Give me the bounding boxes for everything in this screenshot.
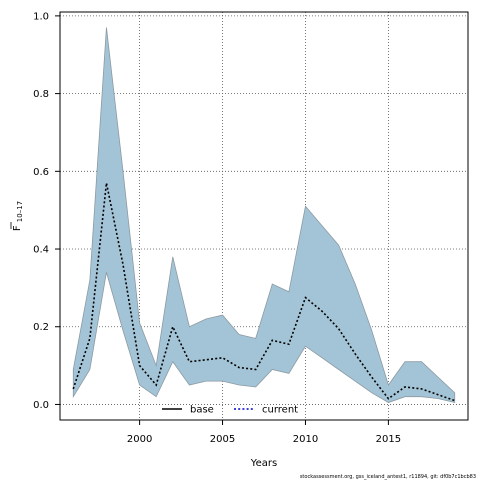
- svg-text:F 10–17: F 10–17: [12, 201, 24, 231]
- y-tick-label-0.8: 0.8: [33, 89, 49, 100]
- x-tick-label-2015: 2015: [376, 434, 401, 445]
- plot-frame: [59, 11, 469, 421]
- x-tick-label-2005: 2005: [210, 434, 235, 445]
- x-tick-label-2000: 2000: [127, 434, 152, 445]
- legend: base current: [162, 405, 298, 416]
- series-line-current: [72, 182, 455, 402]
- y-tick-label-0.4: 0.4: [33, 245, 49, 256]
- series-layer: [72, 182, 455, 402]
- x-tick-label-2010: 2010: [293, 434, 318, 445]
- y-tick-label-0.2: 0.2: [33, 322, 49, 333]
- footer-text: stockassessment.org, gss_iceland_antest1…: [300, 474, 476, 480]
- y-axis-label-subscript: 10–17: [16, 201, 24, 222]
- y-tick-label-0: 0.0: [33, 400, 49, 411]
- y-tick-label-0.6: 0.6: [33, 167, 49, 178]
- y-axis: 0.0 0.2 0.4 0.6 0.8 1.0: [33, 11, 60, 411]
- confidence-band: [72, 27, 456, 404]
- x-axis-label: Years: [250, 458, 277, 469]
- y-axis-label: F 10–17: [10, 201, 24, 231]
- y-tick-label-1: 1.0: [33, 11, 49, 22]
- y-axis-label-main: F: [12, 225, 23, 231]
- legend-label-current: current: [262, 405, 298, 416]
- legend-label-base: base: [190, 405, 214, 416]
- confidence-band-layer: [72, 27, 456, 404]
- x-axis: 2000 2005 2010 2015: [127, 420, 401, 445]
